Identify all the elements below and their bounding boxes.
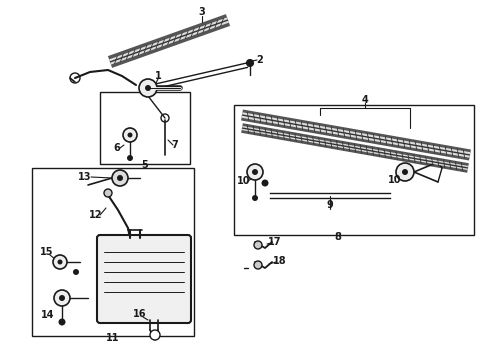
Circle shape <box>246 59 253 67</box>
Text: 11: 11 <box>106 333 120 343</box>
Text: 10: 10 <box>237 176 251 186</box>
Text: 12: 12 <box>89 210 103 220</box>
Circle shape <box>104 189 112 197</box>
FancyBboxPatch shape <box>97 235 191 323</box>
Circle shape <box>247 164 263 180</box>
Text: 14: 14 <box>41 310 55 320</box>
Circle shape <box>252 195 258 201</box>
Circle shape <box>145 85 151 91</box>
Bar <box>100 92 190 164</box>
Circle shape <box>252 169 258 175</box>
Text: 18: 18 <box>273 256 287 266</box>
Circle shape <box>58 319 66 325</box>
Text: 7: 7 <box>172 140 178 150</box>
Text: 9: 9 <box>327 200 333 210</box>
Text: 1: 1 <box>155 71 161 81</box>
Circle shape <box>127 155 133 161</box>
Text: 6: 6 <box>114 143 121 153</box>
Circle shape <box>402 169 408 175</box>
Bar <box>234 105 474 235</box>
Text: 4: 4 <box>362 95 368 105</box>
Circle shape <box>127 132 132 138</box>
Text: 3: 3 <box>198 7 205 17</box>
Circle shape <box>139 79 157 97</box>
Text: 2: 2 <box>257 55 264 65</box>
Circle shape <box>53 255 67 269</box>
Circle shape <box>254 241 262 249</box>
Circle shape <box>112 170 128 186</box>
Text: 10: 10 <box>388 175 402 185</box>
Text: 5: 5 <box>142 160 148 170</box>
Circle shape <box>57 260 63 265</box>
Circle shape <box>262 180 269 186</box>
Bar <box>32 168 194 336</box>
Text: 15: 15 <box>40 247 54 257</box>
Circle shape <box>396 163 414 181</box>
Text: 13: 13 <box>78 172 92 182</box>
Circle shape <box>73 269 79 275</box>
Text: 8: 8 <box>335 232 342 242</box>
Circle shape <box>254 261 262 269</box>
Text: 17: 17 <box>268 237 282 247</box>
Circle shape <box>59 295 65 301</box>
Circle shape <box>54 290 70 306</box>
Circle shape <box>117 175 123 181</box>
Text: 16: 16 <box>133 309 147 319</box>
Circle shape <box>150 330 160 340</box>
Circle shape <box>123 128 137 142</box>
